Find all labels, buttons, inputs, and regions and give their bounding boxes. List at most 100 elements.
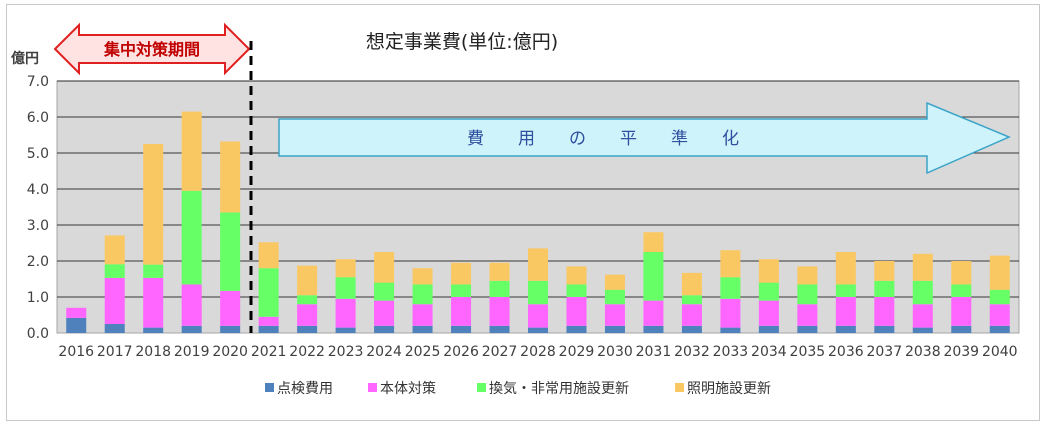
bar-segment: [335, 298, 356, 328]
legend-label: 本体対策: [380, 380, 436, 397]
bar-segment: [566, 266, 587, 285]
bar-segment: [489, 325, 510, 333]
bar-segment: [297, 304, 318, 326]
focus-period-double-arrow: [53, 22, 251, 76]
bar-segment: [566, 325, 587, 333]
bar-segment: [451, 325, 472, 333]
bar-segment: [874, 297, 895, 326]
bar-segment: [527, 280, 549, 305]
bar-segment: [835, 297, 856, 326]
x-tick-label: 2028: [520, 344, 556, 360]
bar-segment: [989, 289, 1010, 305]
focus-period-annotation: 集中対策期間: [53, 22, 251, 76]
bar-segment: [758, 325, 779, 333]
x-tick-label: 2040: [982, 344, 1018, 360]
chart-frame: 想定事業費(単位:億円) 億円 0.0 1.0 2.0 3.0 4.0 5.0 6.0 7.0…: [6, 4, 1040, 421]
bar-segment: [104, 235, 125, 265]
leveling-arrow: [278, 101, 1011, 175]
bar-segment: [566, 284, 587, 297]
bar-segment: [681, 272, 702, 296]
bar-segment: [758, 300, 779, 326]
y-axis-label: 億円: [11, 50, 39, 67]
bar-segment: [104, 324, 125, 333]
bar-segment: [104, 277, 125, 324]
bar-segment: [758, 282, 779, 301]
bar-segment: [527, 304, 549, 328]
bar-segment: [181, 190, 202, 285]
bar-segment: [643, 252, 664, 301]
legend: 点検費用 本体対策 換気・非常用施設更新 照明施設更新: [265, 380, 771, 397]
bar-segment: [297, 295, 318, 305]
bar-segment: [720, 277, 741, 299]
y-tick-label: 0.0: [27, 326, 49, 342]
chart: 想定事業費(単位:億円) 億円 0.0 1.0 2.0 3.0 4.0 5.0 6.0 7.0…: [11, 22, 1020, 397]
bar-segment: [489, 280, 510, 297]
bar-segment: [412, 268, 433, 285]
bar-segment: [643, 232, 664, 252]
x-tick-label: 2020: [212, 344, 248, 360]
bar-segment: [451, 262, 472, 285]
y-tick-label: 4.0: [27, 182, 49, 198]
y-tick-label: 7.0: [27, 74, 49, 90]
legend-label: 換気・非常用施設更新: [489, 381, 629, 397]
bar-segment: [720, 298, 741, 328]
bar-segment: [989, 304, 1010, 326]
y-tick-label: 5.0: [27, 146, 49, 162]
x-tick-label: 2032: [674, 344, 710, 360]
leveling-label: 費 用 の 平 準 化: [467, 129, 739, 149]
bar-segment: [220, 141, 241, 213]
bar-segment: [797, 284, 818, 305]
x-tick-label: 2021: [251, 344, 287, 360]
bar-segment: [143, 277, 164, 328]
bar-segment: [604, 274, 625, 290]
bar-segment: [181, 111, 202, 191]
bar-segment: [912, 253, 933, 281]
legend-swatch: [477, 383, 486, 392]
bar-segment: [374, 282, 395, 301]
bar-segment: [643, 325, 664, 333]
bar-segment: [451, 284, 472, 297]
bar-segment: [797, 266, 818, 285]
bar-segment: [258, 316, 279, 326]
x-tick-label: 2039: [943, 344, 979, 360]
bar-segment: [681, 304, 702, 326]
bar-segment: [143, 144, 164, 265]
bar-segment: [951, 284, 972, 297]
bar-segment: [297, 325, 318, 333]
bar-segment: [874, 325, 895, 333]
x-tick-label: 2026: [443, 344, 479, 360]
bar-segment: [143, 264, 164, 278]
y-tick-label: 3.0: [27, 218, 49, 234]
x-tick-label: 2018: [135, 344, 171, 360]
bar-segment: [951, 261, 972, 285]
bar-segment: [951, 297, 972, 326]
x-tick-label: 2033: [713, 344, 749, 360]
x-tick-label: 2027: [482, 344, 518, 360]
x-tick-label: 2031: [636, 344, 672, 360]
bar-segment: [335, 327, 356, 333]
x-tick-label: 2023: [328, 344, 364, 360]
bar-segment: [835, 284, 856, 297]
bar-segment: [797, 304, 818, 326]
bar-segment: [527, 248, 549, 281]
bar-segment: [989, 325, 1010, 333]
bar-segment: [258, 242, 279, 269]
x-tick-label: 2024: [366, 344, 402, 360]
bar-segment: [66, 317, 87, 333]
bar-segment: [412, 325, 433, 333]
bar-segment: [681, 325, 702, 333]
legend-swatch: [675, 383, 684, 392]
bar-segment: [220, 212, 241, 291]
bar-segment: [835, 252, 856, 285]
bar-segment: [220, 325, 241, 333]
bar-segment: [874, 261, 895, 281]
plot-area: 0.0 1.0 2.0 3.0 4.0 5.0 6.0 7.0 2016 2017 2018 2019…: [27, 74, 1020, 360]
bar-segment: [374, 300, 395, 326]
bar-segment: [951, 325, 972, 333]
bar-segment: [489, 297, 510, 326]
focus-period-label: 集中対策期間: [103, 40, 200, 59]
bar-segment: [681, 295, 702, 305]
x-tick-label: 2036: [828, 344, 864, 360]
leveling-annotation: 費 用 の 平 準 化: [278, 101, 1011, 175]
bar-segment: [604, 289, 625, 305]
